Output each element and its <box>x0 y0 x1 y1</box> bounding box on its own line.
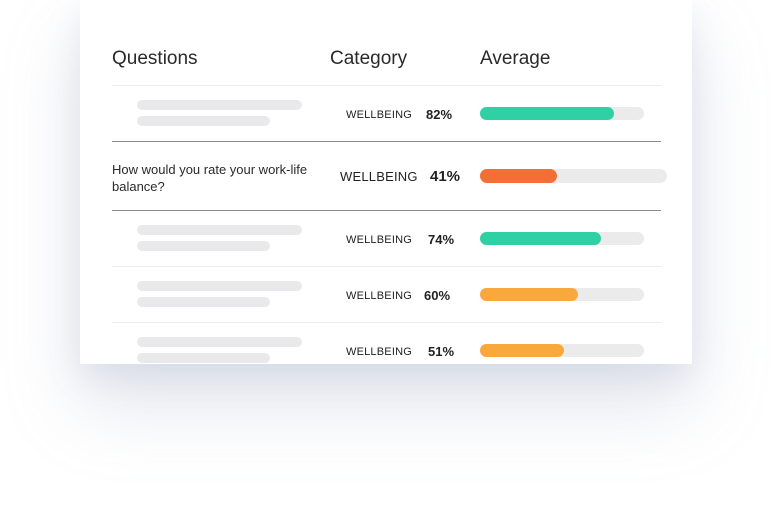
average-percent: 41% <box>430 168 461 185</box>
average-bar-track <box>480 107 644 120</box>
question-placeholder-line <box>137 297 270 307</box>
average-bar-track <box>480 288 644 301</box>
average-bar-track <box>480 344 644 357</box>
average-percent: 82% <box>426 107 453 122</box>
category-label: WELLBEING <box>340 169 418 184</box>
row-divider <box>112 322 661 323</box>
category-label: WELLBEING <box>346 234 412 246</box>
table-row[interactable]: WELLBEING 82% <box>80 85 692 141</box>
table-row-highlighted[interactable]: How would you rate your work-life balanc… <box>80 141 692 210</box>
average-bar-track <box>480 169 667 183</box>
question-placeholder-line <box>137 100 302 110</box>
average-bar-fill <box>480 169 557 183</box>
average-percent: 60% <box>424 288 451 303</box>
table-row[interactable]: WELLBEING 74% <box>80 210 692 266</box>
question-placeholder-line <box>137 241 270 251</box>
average-bar-fill <box>480 288 579 301</box>
question-placeholder-line <box>137 337 302 347</box>
table-row[interactable]: WELLBEING 60% <box>80 266 692 322</box>
header-divider <box>112 85 661 86</box>
category-label: WELLBEING <box>346 346 412 358</box>
question-placeholder-line <box>137 353 270 363</box>
average-bar-fill <box>480 344 564 357</box>
average-header: Average <box>480 48 551 69</box>
average-bar-fill <box>480 107 615 120</box>
question-placeholder-line <box>137 281 302 291</box>
category-header: Category <box>330 48 408 69</box>
questions-header: Questions <box>112 48 198 69</box>
question-placeholder-line <box>137 225 302 235</box>
average-bar-fill <box>480 232 602 245</box>
category-label: WELLBEING <box>346 109 412 121</box>
question-placeholder-line <box>137 116 270 126</box>
category-label: WELLBEING <box>346 290 412 302</box>
average-bar-track <box>480 232 644 245</box>
row-divider <box>112 141 661 142</box>
question-text: How would you rate your work-life balanc… <box>112 162 308 194</box>
survey-results-card: Questions Category Average WELLBEING 82%… <box>80 0 692 364</box>
table-row[interactable]: WELLBEING 51% <box>80 322 692 364</box>
average-percent: 74% <box>428 232 455 247</box>
row-divider <box>112 210 661 211</box>
average-percent: 51% <box>428 344 455 359</box>
row-divider <box>112 266 661 267</box>
